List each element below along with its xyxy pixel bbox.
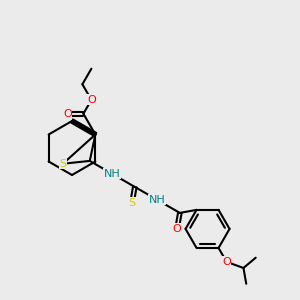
Text: S: S xyxy=(128,198,136,208)
Text: O: O xyxy=(87,95,96,105)
Text: O: O xyxy=(63,109,72,119)
Text: S: S xyxy=(59,159,67,169)
Text: O: O xyxy=(173,224,182,234)
Text: NH: NH xyxy=(149,195,166,205)
Text: O: O xyxy=(222,257,231,267)
Text: NH: NH xyxy=(104,169,121,179)
